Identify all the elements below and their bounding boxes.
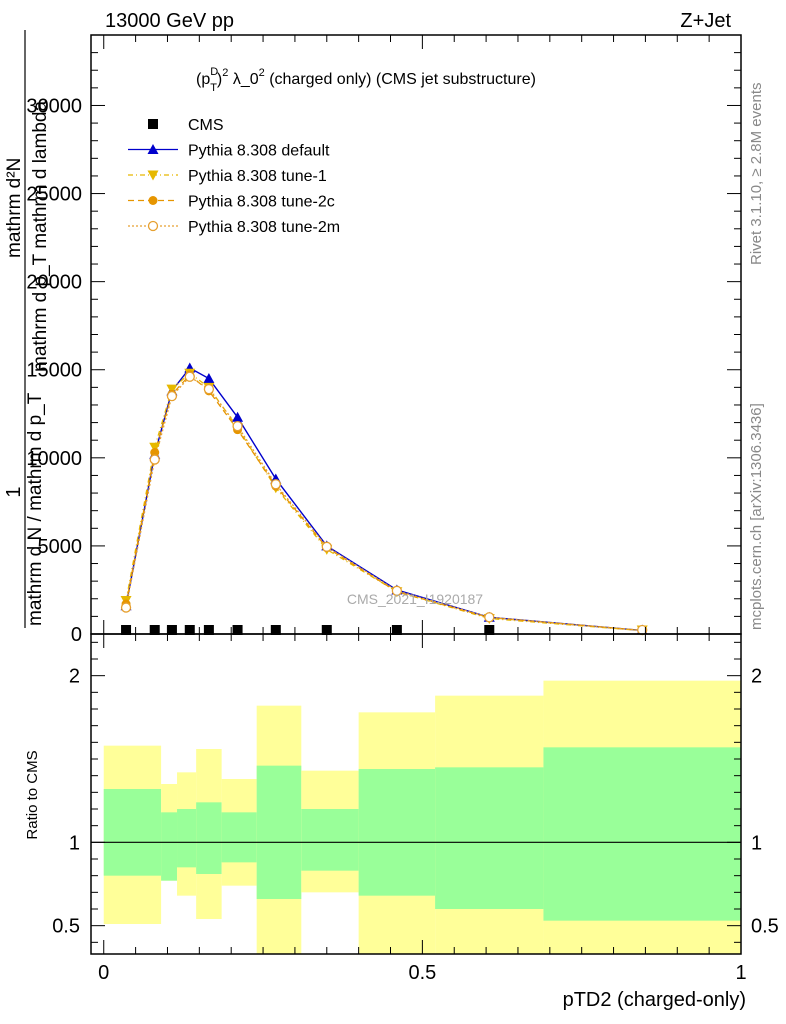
ratio-band-inner xyxy=(161,812,178,881)
marker-square xyxy=(166,625,177,635)
ratio-band-inner xyxy=(103,789,162,876)
marker-square xyxy=(148,119,158,129)
ratio-band-inner xyxy=(543,747,741,921)
plot-title-sup-2: 2 xyxy=(222,67,228,79)
legend-label: Pythia 8.308 tune-1 xyxy=(188,168,327,185)
marker-triangle-down xyxy=(166,384,178,395)
ratio-y-label: Ratio to CMS xyxy=(24,750,41,839)
main-y-label: 1 mathrm d N / mathrm d p_T mathrm d²N m… xyxy=(3,30,51,628)
axes: 0 0.5 1 0 5000 10000 15000 20000 25000 30000 0.5 0.… xyxy=(26,34,779,984)
ratio-band-inner xyxy=(256,765,302,899)
ratio-band-inner xyxy=(221,812,257,863)
ratio-bands xyxy=(103,680,741,954)
main-y-tick-label: 25000 xyxy=(26,184,82,206)
marker-triangle-up xyxy=(203,373,215,384)
legend-label: Pythia 8.308 tune-2m xyxy=(188,219,340,236)
marker-circle-open xyxy=(232,420,243,432)
x-tick-label: 0 xyxy=(98,962,109,984)
marker-square xyxy=(270,625,281,635)
marker-square xyxy=(203,625,214,635)
ratio-y-tick-label: 0.5 xyxy=(52,916,80,938)
marker-circle-open xyxy=(321,541,332,552)
ratio-band-inner xyxy=(301,809,359,871)
main-y-tick-label: 30000 xyxy=(26,95,82,117)
plot-title-close: ) xyxy=(217,71,222,88)
ratio-y-tick-label: 1 xyxy=(69,832,80,854)
ratio-y-tick-label-right: 2 xyxy=(751,666,762,688)
marker-circle-open xyxy=(147,220,159,232)
ratio-band-inner xyxy=(435,767,544,909)
ratio-y-tick-label-right: 1 xyxy=(751,832,762,854)
marker-triangle-down xyxy=(149,442,161,453)
main-y-label-denominator: mathrm d N / mathrm d p_T xyxy=(25,392,46,626)
watermark: CMS_2021_I1920187 xyxy=(347,591,483,607)
marker-square xyxy=(484,625,495,635)
marker-circle-open xyxy=(203,383,215,395)
main-y-tick-label: 10000 xyxy=(26,448,82,470)
marker-circle-open xyxy=(184,371,195,382)
marker-circle-open xyxy=(149,454,160,465)
marker-circle xyxy=(148,196,158,205)
main-y-tick-label: 5000 xyxy=(38,536,83,558)
main-y-label-numerator: mathrm d²N xyxy=(4,158,25,258)
plot-title: (pD T)2 λ_02 (charged only) (CMS jet subs… xyxy=(196,66,536,94)
legend: CMS Pythia 8.308 default Pythia 8.308 tune… xyxy=(128,117,340,236)
marker-triangle-down xyxy=(147,170,159,181)
plot-title-lambda: λ_0 xyxy=(228,71,258,88)
main-y-tick-label: 20000 xyxy=(26,272,82,294)
x-tick-label: 1 xyxy=(735,962,746,984)
main-y-label-one: 1 xyxy=(3,486,25,497)
legend-label: Pythia 8.308 tune-2c xyxy=(188,194,335,211)
marker-square xyxy=(184,625,195,635)
ratio-plot-frame xyxy=(90,633,742,955)
marker-circle xyxy=(150,448,160,458)
marker-triangle-up xyxy=(232,411,244,422)
marker-circle-open xyxy=(270,479,281,490)
series-markers xyxy=(120,362,648,636)
plot-title-sup-d: D xyxy=(210,66,218,78)
x-tick-label: 0.5 xyxy=(408,962,436,984)
marker-circle-open xyxy=(166,391,178,402)
plot-title-p: (p xyxy=(196,71,210,88)
main-y-tick-label: 15000 xyxy=(26,360,82,382)
rivet-label: Rivet 3.1.10, ≥ 2.8M events xyxy=(748,83,765,266)
marker-square xyxy=(391,625,402,635)
ratio-band-inner xyxy=(196,802,222,874)
plot-title-sub-t: T xyxy=(210,82,217,94)
ratio-band-inner xyxy=(177,809,197,868)
main-y-tick-label: 0 xyxy=(71,624,82,646)
legend-label: CMS xyxy=(188,117,224,134)
marker-square xyxy=(232,625,243,635)
marker-square xyxy=(149,625,160,635)
legend-label: Pythia 8.308 default xyxy=(188,143,330,160)
marker-circle-open xyxy=(484,612,495,623)
header-right: Z+Jet xyxy=(680,10,731,32)
marker-circle-open xyxy=(120,602,132,613)
marker-triangle-up xyxy=(147,144,159,154)
marker-square xyxy=(121,625,132,635)
plot-title-rest: (charged only) (CMS jet substructure) xyxy=(265,71,536,88)
mcplots-label: mcplots.cern.ch [arXiv:1306.3436] xyxy=(748,403,765,630)
ratio-y-tick-label-right: 0.5 xyxy=(751,916,779,938)
marker-circle-open xyxy=(391,585,403,596)
ratio-band-inner xyxy=(358,769,436,896)
header-left: 13000 GeV pp xyxy=(105,10,234,32)
x-axis-label: pTD2 (charged-only) xyxy=(563,989,746,1011)
ratio-y-tick-label: 2 xyxy=(69,666,80,688)
main-y-label-numerator-rest: mathrm d p_T mathrm d lambda xyxy=(30,101,51,372)
plot-title-sup-2b: 2 xyxy=(259,67,265,79)
